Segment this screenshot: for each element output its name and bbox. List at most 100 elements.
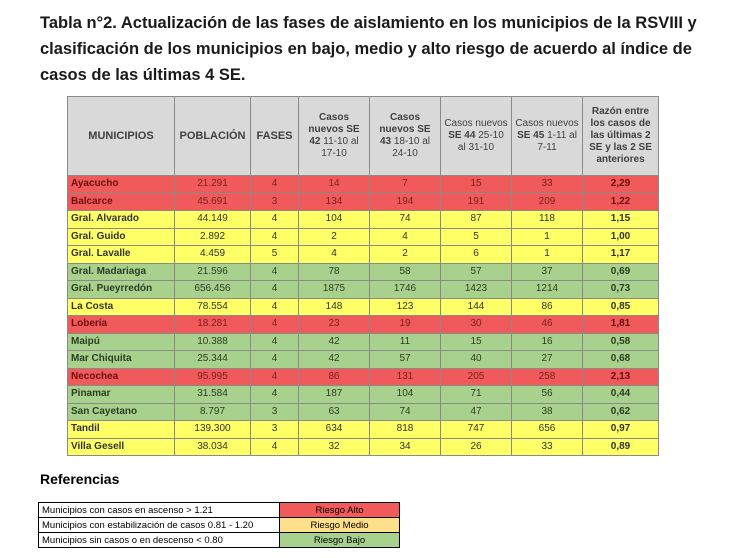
cell-se43: 58 — [369, 262, 441, 281]
cell-fase: 4 — [250, 227, 299, 246]
cell-poblacion: 44.149 — [174, 210, 251, 229]
table-row: Mar Chiquita 25.344 4 42 57 40 27 0,68 — [67, 350, 659, 369]
table-row: Tandil 139.300 3 634 818 747 656 0,97 — [67, 420, 659, 439]
page-title: Tabla n°2. Actualización de las fases de… — [40, 14, 697, 84]
cell-poblacion: 18.281 — [174, 315, 251, 334]
cell-poblacion: 78.554 — [174, 297, 251, 316]
cell-fase: 4 — [250, 175, 299, 194]
cell-se44: 205 — [440, 367, 512, 386]
cell-razon: 1,15 — [582, 210, 659, 229]
municipios-table: MUNICIPIOS POBLACIÓN FASES Casos nuevos … — [67, 96, 659, 456]
cell-razon: 0,62 — [582, 402, 659, 421]
cell-se44: 26 — [440, 437, 512, 456]
cell-razon: 1,00 — [582, 227, 659, 246]
cell-razon: 1,81 — [582, 315, 659, 334]
cell-se42: 2 — [298, 227, 370, 246]
referencia-row: Municipios sin casos o en descenso < 0.8… — [38, 532, 400, 548]
table-row: Lobería 18.281 4 23 19 30 46 1,81 — [67, 315, 659, 334]
cell-se43: 74 — [369, 210, 441, 229]
cell-se42: 4 — [298, 245, 370, 264]
cell-poblacion: 8.797 — [174, 402, 251, 421]
cell-poblacion: 139.300 — [174, 420, 251, 439]
referencias-title: Referencias — [40, 471, 120, 487]
cell-se43: 2 — [369, 245, 441, 264]
cell-poblacion: 4.459 — [174, 245, 251, 264]
cell-poblacion: 38.034 — [174, 437, 251, 456]
referencia-value: Riesgo Bajo — [279, 532, 400, 548]
cell-se45: 1214 — [511, 280, 583, 299]
cell-municipio: San Cayetano — [67, 402, 175, 421]
cell-municipio: Maipú — [67, 332, 175, 351]
cell-poblacion: 2.892 — [174, 227, 251, 246]
cell-municipio: Villa Gesell — [67, 437, 175, 456]
cell-se44: 47 — [440, 402, 512, 421]
cell-se42: 104 — [298, 210, 370, 229]
cell-se43: 1746 — [369, 280, 441, 299]
cell-municipio: Gral. Madariaga — [67, 262, 175, 281]
cell-se45: 33 — [511, 437, 583, 456]
cell-se42: 14 — [298, 175, 370, 194]
cell-se43: 131 — [369, 367, 441, 386]
cell-razon: 1,17 — [582, 245, 659, 264]
table-row: Gral. Lavalle 4.459 5 4 2 6 1 1,17 — [67, 245, 659, 264]
header-se45: Casos nuevos SE 45 1-11 al 7-11 — [511, 96, 583, 176]
cell-se45: 86 — [511, 297, 583, 316]
cell-se43: 818 — [369, 420, 441, 439]
cell-razon: 0,97 — [582, 420, 659, 439]
cell-se45: 656 — [511, 420, 583, 439]
cell-se44: 87 — [440, 210, 512, 229]
cell-se45: 209 — [511, 192, 583, 211]
cell-se43: 74 — [369, 402, 441, 421]
cell-se45: 1 — [511, 227, 583, 246]
table-row: Gral. Guido 2.892 4 2 4 5 1 1,00 — [67, 227, 659, 246]
cell-razon: 2,29 — [582, 175, 659, 194]
cell-se43: 194 — [369, 192, 441, 211]
cell-fase: 4 — [250, 262, 299, 281]
cell-se43: 57 — [369, 350, 441, 369]
cell-se44: 1423 — [440, 280, 512, 299]
header-razon: Razón entre los casos de las últimas 2 S… — [582, 96, 659, 176]
cell-se42: 23 — [298, 315, 370, 334]
header-fases: FASES — [250, 96, 299, 176]
cell-fase: 4 — [250, 210, 299, 229]
cell-se44: 5 — [440, 227, 512, 246]
header-poblacion: POBLACIÓN — [174, 96, 251, 176]
table-row: Villa Gesell 38.034 4 32 34 26 33 0,89 — [67, 437, 659, 456]
cell-municipio: Gral. Lavalle — [67, 245, 175, 264]
header-municipios: MUNICIPIOS — [67, 96, 175, 176]
cell-se42: 148 — [298, 297, 370, 316]
table-row: Gral. Madariaga 21.596 4 78 58 57 37 0,69 — [67, 262, 659, 281]
table-row: San Cayetano 8.797 3 63 74 47 38 0,62 — [67, 402, 659, 421]
cell-municipio: Balcarce — [67, 192, 175, 211]
cell-se44: 40 — [440, 350, 512, 369]
cell-razon: 0,68 — [582, 350, 659, 369]
cell-se45: 16 — [511, 332, 583, 351]
cell-se42: 634 — [298, 420, 370, 439]
cell-razon: 2,13 — [582, 367, 659, 386]
referencia-label: Municipios con estabilización de casos 0… — [38, 517, 280, 533]
cell-municipio: Mar Chiquita — [67, 350, 175, 369]
cell-poblacion: 31.584 — [174, 385, 251, 404]
cell-se44: 191 — [440, 192, 512, 211]
cell-se43: 19 — [369, 315, 441, 334]
header-se44: Casos nuevos SE 44 25-10 al 31-10 — [440, 96, 512, 176]
cell-fase: 4 — [250, 350, 299, 369]
cell-fase: 4 — [250, 315, 299, 334]
table-row: Necochea 95.995 4 86 131 205 258 2,13 — [67, 367, 659, 386]
cell-municipio: Pinamar — [67, 385, 175, 404]
cell-se43: 7 — [369, 175, 441, 194]
referencia-row: Municipios con casos en ascenso > 1.21 Ri… — [38, 502, 400, 518]
cell-se44: 144 — [440, 297, 512, 316]
cell-fase: 3 — [250, 402, 299, 421]
cell-fase: 5 — [250, 245, 299, 264]
header-se42: Casos nuevos SE 42 11-10 al 17-10 — [298, 96, 370, 176]
cell-fase: 4 — [250, 385, 299, 404]
cell-razon: 1,22 — [582, 192, 659, 211]
cell-se44: 15 — [440, 332, 512, 351]
cell-se42: 86 — [298, 367, 370, 386]
cell-se45: 46 — [511, 315, 583, 334]
cell-fase: 3 — [250, 420, 299, 439]
table-row: Balcarce 45.691 3 134 194 191 209 1,22 — [67, 192, 659, 211]
table-row: La Costa 78.554 4 148 123 144 86 0,85 — [67, 297, 659, 316]
cell-fase: 4 — [250, 297, 299, 316]
